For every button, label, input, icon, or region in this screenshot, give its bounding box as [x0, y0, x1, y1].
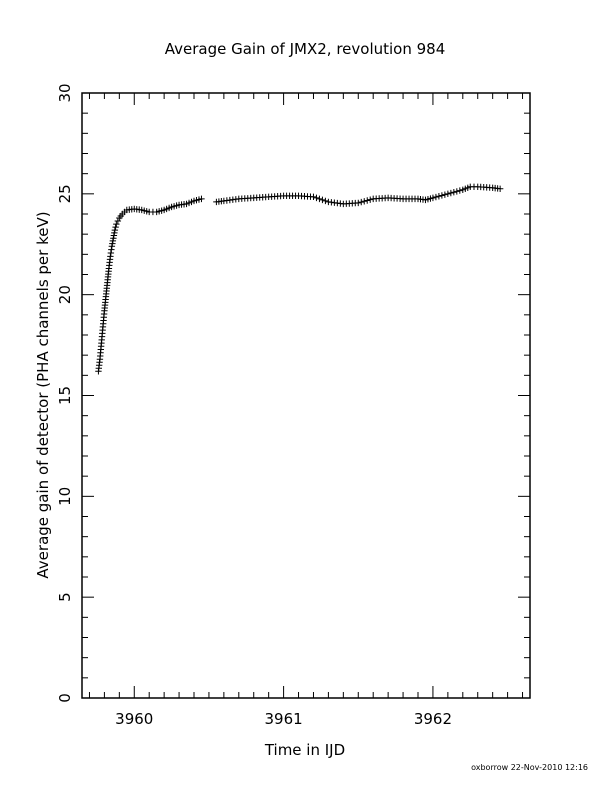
data-point [432, 193, 440, 201]
chart-title: Average Gain of JMX2, revolution 984 [165, 40, 446, 58]
axis-tick-labels: 3960 3961 3962 0 5 10 15 20 25 30 [56, 83, 452, 728]
axis-ticks [82, 92, 530, 699]
x-tick-label: 3961 [265, 710, 303, 728]
y-tick-label: 0 [56, 693, 74, 703]
y-tick-label: 30 [56, 83, 74, 102]
y-axis-label: Average gain of detector (PHA channels p… [34, 211, 52, 578]
data-point [367, 196, 374, 203]
data-point [438, 192, 446, 199]
plot-frame [81, 92, 531, 699]
data-points [95, 183, 504, 375]
data-point [429, 194, 437, 202]
y-tick-label: 10 [56, 487, 74, 506]
y-tick-label: 25 [56, 184, 74, 203]
y-tick-label: 15 [56, 386, 74, 405]
data-point [112, 223, 119, 231]
data-point [447, 189, 455, 197]
data-point [316, 195, 323, 203]
data-point [364, 197, 371, 204]
y-tick-label: 5 [56, 592, 74, 602]
data-point [111, 226, 119, 234]
data-point [450, 189, 458, 196]
credit-footer: oxborrow 22-Nov-2010 12:16 [471, 763, 588, 772]
y-tick-label: 20 [56, 285, 74, 304]
data-point [361, 198, 368, 205]
data-point [496, 185, 504, 192]
x-axis-label: Time in IJD [264, 741, 345, 759]
x-tick-label: 3960 [115, 710, 153, 728]
data-point [355, 199, 362, 207]
data-point [435, 193, 443, 200]
data-point [310, 193, 317, 201]
data-point [322, 197, 329, 205]
data-point [358, 198, 365, 206]
x-tick-label: 3962 [414, 710, 452, 728]
data-point [114, 217, 122, 225]
data-point [113, 220, 120, 228]
data-point [313, 194, 320, 202]
data-point [456, 187, 464, 194]
data-point [441, 191, 449, 198]
data-point [453, 188, 461, 195]
data-point [198, 195, 205, 203]
data-point [444, 190, 452, 198]
data-point [319, 196, 326, 204]
